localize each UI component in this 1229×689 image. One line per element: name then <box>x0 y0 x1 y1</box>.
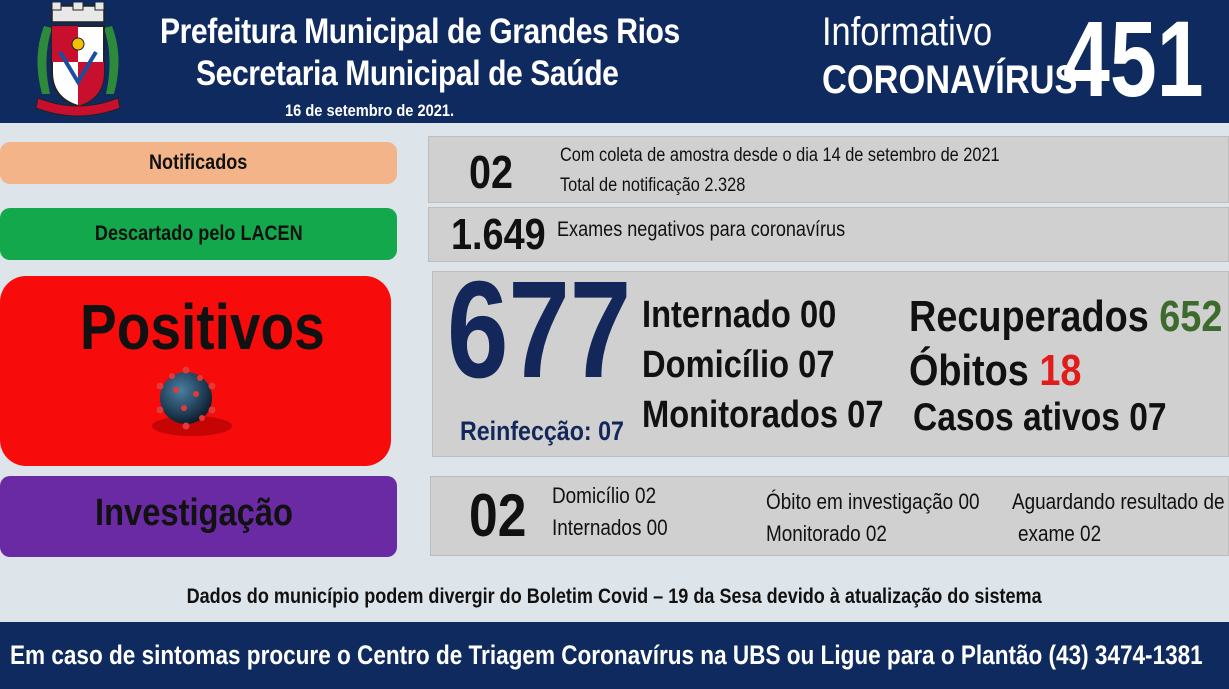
obitos-row: Óbitos 18 <box>909 346 1081 396</box>
recuperados-value: 652 <box>1159 292 1223 341</box>
inv-domicilio-text: Domicílio 02 <box>552 483 657 508</box>
notificados-line1: Com coleta de amostra desde o dia 14 de … <box>560 145 1000 166</box>
investigacao-label-box: Investigação <box>0 476 397 557</box>
municipal-crest-icon <box>35 2 121 117</box>
positivos-label-box: Positivos <box>0 276 391 466</box>
recuperados-row: Recuperados 652 <box>909 292 1222 342</box>
monitorados-text: Monitorados 07 <box>642 394 884 436</box>
positivos-label: Positivos <box>80 291 325 363</box>
recuperados-label: Recuperados <box>909 292 1149 341</box>
obitos-label: Óbitos <box>909 346 1029 395</box>
reinfeccao-text: Reinfecção: 07 <box>460 416 624 446</box>
contact-text: Em caso de sintomas procure o Centro de … <box>10 640 1203 670</box>
descartados-label-box: Descartado pelo LACEN <box>0 208 397 260</box>
informativo-label: Informativo <box>822 10 993 54</box>
header-banner <box>0 0 1229 123</box>
investigacao-count: 02 <box>469 482 527 549</box>
disclaimer-text: Dados do município podem divergir do Bol… <box>186 585 1043 608</box>
footer-banner <box>0 622 1229 689</box>
bulletin-date: 16 de setembro de 2021. <box>285 101 455 120</box>
title-secretaria: Secretaria Municipal de Saúde <box>196 54 619 93</box>
descartados-panel: 1.649 Exames negativos para coronavírus <box>428 207 1229 262</box>
coronavirus-label: CORONAVÍRUS <box>822 58 1078 102</box>
bulletin-number: 451 <box>1063 0 1204 119</box>
investigacao-panel: 02 Domicílio 02 Internados 00 Óbito em i… <box>430 476 1229 556</box>
notificados-label: Notificados <box>149 151 248 174</box>
investigacao-label: Investigação <box>95 492 293 534</box>
notificados-label-box: Notificados <box>0 142 397 184</box>
inv-obito-text: Óbito em investigação 00 <box>766 489 980 514</box>
notificados-panel: 02 Com coleta de amostra desde o dia 14 … <box>428 136 1229 203</box>
descartados-text: Exames negativos para coronavírus <box>557 218 846 241</box>
inv-aguardando-line2: exame 02 <box>1018 521 1102 546</box>
casos-ativos-text: Casos ativos 07 <box>913 396 1167 439</box>
inv-monitorado-text: Monitorado 02 <box>766 521 887 546</box>
domicilio-text: Domicílio 07 <box>642 344 835 386</box>
inv-internados-text: Internados 00 <box>552 515 668 540</box>
descartados-count: 1.649 <box>451 210 546 259</box>
disclaimer-note: Dados do município podem divergir do Bol… <box>0 585 1229 609</box>
notificados-line2: Total de notificação 2.328 <box>560 175 746 196</box>
virus-icon <box>152 366 232 436</box>
positivos-count: 677 <box>447 253 632 407</box>
obitos-value: 18 <box>1039 346 1082 395</box>
descartados-label: Descartado pelo LACEN <box>94 222 303 245</box>
notificados-count: 02 <box>469 146 514 198</box>
positivos-panel: 677 Reinfecção: 07 Internado 00 Domicíli… <box>432 258 1229 457</box>
internado-text: Internado 00 <box>642 294 837 336</box>
title-prefeitura: Prefeitura Municipal de Grandes Rios <box>160 12 680 51</box>
inv-aguardando-line1: Aguardando resultado de <box>1012 489 1225 514</box>
